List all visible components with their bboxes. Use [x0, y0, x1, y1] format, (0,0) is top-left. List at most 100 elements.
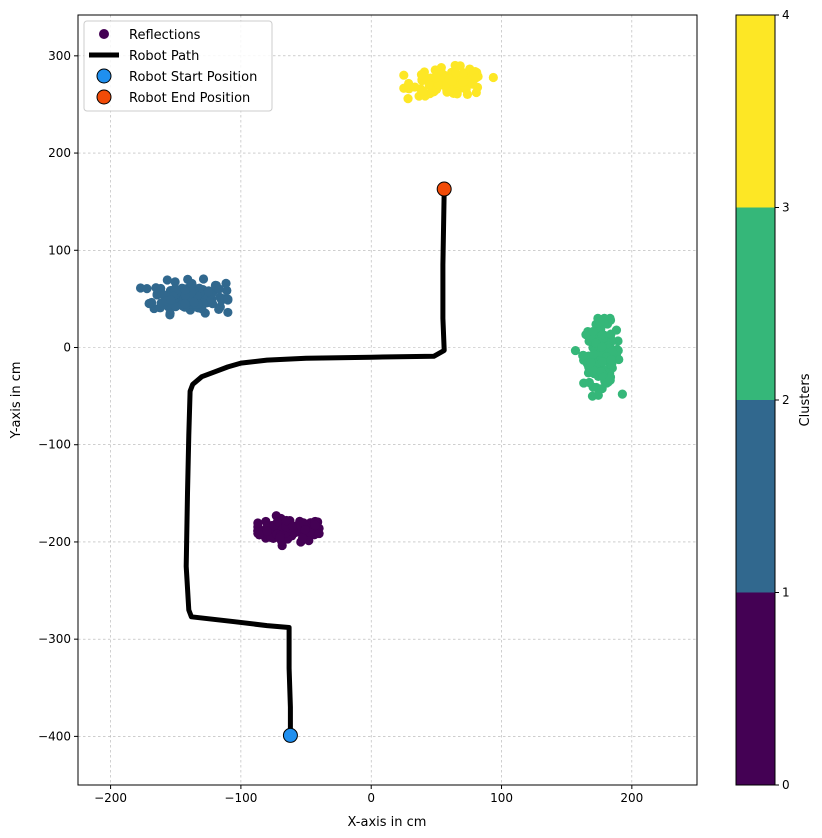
colorbar-tick-label: 1: [782, 586, 790, 600]
legend-reflections-marker: [99, 29, 109, 39]
reflection-point-cluster-3: [455, 61, 465, 71]
y-tick-label: −200: [38, 535, 71, 549]
colorbar-label: Clusters: [798, 373, 813, 426]
reflection-point-cluster-0: [275, 532, 285, 543]
reflection-point-cluster-2: [597, 356, 607, 367]
reflection-point-cluster-3: [410, 82, 420, 92]
reflection-point-cluster-0: [253, 518, 263, 528]
reflection-point-cluster-3: [447, 76, 457, 87]
reflection-point-cluster-3: [431, 72, 441, 83]
reflection-point-cluster-1: [170, 277, 180, 287]
x-axis-label: X-axis in cm: [348, 815, 427, 830]
reflection-point-cluster-3: [488, 72, 498, 83]
axis-ticks: −200 −100 0 100 200 −400 −300 −200 −100 0 100 200 30…: [38, 49, 643, 805]
robot-start-marker: [282, 727, 298, 743]
reflection-point-cluster-0: [272, 516, 283, 527]
legend-reflections-label: Reflections: [129, 28, 201, 43]
reflection-point-cluster-1: [162, 275, 172, 285]
reflection-point-cluster-1: [221, 278, 231, 288]
legend-path-label: Robot Path: [129, 49, 199, 64]
colorbar-tick-label: 4: [782, 8, 790, 22]
x-tick-label: 0: [367, 791, 375, 805]
reflection-point-cluster-1: [222, 285, 232, 296]
reflection-point-cluster-0: [297, 533, 308, 543]
y-tick-label: −400: [38, 729, 71, 743]
legend-start-label: Robot Start Position: [129, 70, 257, 85]
reflection-point-cluster-1: [214, 304, 224, 315]
reflection-point-cluster-2: [578, 350, 588, 361]
legend-box: [83, 20, 273, 112]
reflection-point-cluster-3: [399, 70, 409, 80]
reflection-point-cluster-2: [588, 365, 598, 375]
reflection-point-cluster-1: [165, 310, 175, 320]
reflection-point-cluster-1: [223, 307, 233, 318]
reflection-point-cluster-0: [287, 521, 298, 531]
reflection-point-cluster-2: [570, 345, 581, 356]
reflection-point-cluster-1: [187, 278, 197, 289]
x-tick-label: 200: [620, 791, 643, 805]
reflection-point-cluster-3: [470, 73, 481, 83]
y-tick-label: 300: [48, 49, 71, 63]
y-tick-label: 200: [48, 146, 71, 160]
reflection-point-cluster-1: [189, 297, 199, 307]
reflection-point-cluster-0: [310, 520, 320, 530]
y-tick-label: −100: [38, 438, 71, 452]
reflection-point-cluster-1: [166, 295, 176, 305]
x-tick-label: 100: [490, 791, 513, 805]
robot-path-line: [183, 189, 447, 736]
legend: Reflections Robot Path Robot Start Posit…: [83, 20, 273, 112]
reflection-point-cluster-0: [281, 515, 292, 526]
reflection-point-cluster-3: [458, 77, 468, 87]
reflection-point-cluster-1: [151, 283, 161, 293]
reflection-point-cluster-2: [595, 316, 605, 327]
reflection-point-cluster-0: [314, 528, 324, 539]
reflection-point-cluster-2: [617, 389, 627, 399]
reflection-point-cluster-1: [203, 286, 214, 297]
reflection-point-cluster-2: [606, 355, 616, 365]
reflection-point-cluster-2: [597, 342, 607, 352]
grid-lines: [78, 15, 697, 785]
colorbar-segment-1: [736, 400, 775, 593]
reflection-point-cluster-2: [589, 349, 599, 359]
colorbar-segment-3: [736, 15, 775, 208]
robot-end-marker: [436, 181, 452, 197]
x-tick-label: −100: [224, 791, 257, 805]
colorbar-tick-label: 0: [782, 778, 790, 792]
reflection-point-cluster-1: [180, 285, 190, 295]
colorbar-segment-2: [736, 207, 775, 400]
y-tick-label: −300: [38, 632, 71, 646]
plot-frame: [77, 14, 698, 786]
colorbar: 0 1 2 3 4: [735, 8, 790, 792]
reflection-point-cluster-2: [588, 326, 598, 337]
reflection-point-cluster-2: [593, 390, 603, 400]
y-tick-label: 0: [63, 341, 71, 355]
reflection-point-cluster-0: [300, 525, 310, 535]
reflection-point-cluster-0: [262, 526, 272, 536]
reflection-point-cluster-3: [450, 68, 461, 78]
colorbar-tick-label: 3: [782, 201, 790, 215]
reflection-point-cluster-3: [403, 94, 413, 104]
reflection-point-cluster-1: [214, 284, 224, 294]
reflection-point-cluster-3: [452, 89, 462, 99]
legend-start-marker: [96, 68, 112, 84]
reflection-point-cluster-2: [579, 378, 589, 388]
reflection-point-cluster-1: [180, 299, 190, 309]
reflection-point-cluster-3: [462, 89, 473, 99]
reflection-point-cluster-1: [198, 274, 209, 284]
reflection-point-cluster-0: [254, 530, 264, 540]
legend-end-marker: [96, 89, 112, 105]
reflection-point-cluster-2: [611, 325, 622, 335]
reflection-point-cluster-1: [135, 283, 146, 293]
reflection-point-cluster-2: [613, 336, 623, 346]
reflection-point-cluster-3: [416, 70, 427, 80]
legend-end-label: Robot End Position: [129, 91, 250, 106]
y-axis-label: Y-axis in cm: [9, 361, 24, 439]
y-tick-label: 100: [48, 243, 71, 257]
colorbar-segment-0: [736, 592, 775, 785]
x-tick-label: −200: [94, 791, 127, 805]
reflection-point-cluster-1: [147, 297, 157, 308]
reflection-point-cluster-2: [605, 375, 615, 385]
reflection-point-cluster-3: [418, 86, 428, 96]
colorbar-tick-label: 2: [782, 393, 790, 407]
